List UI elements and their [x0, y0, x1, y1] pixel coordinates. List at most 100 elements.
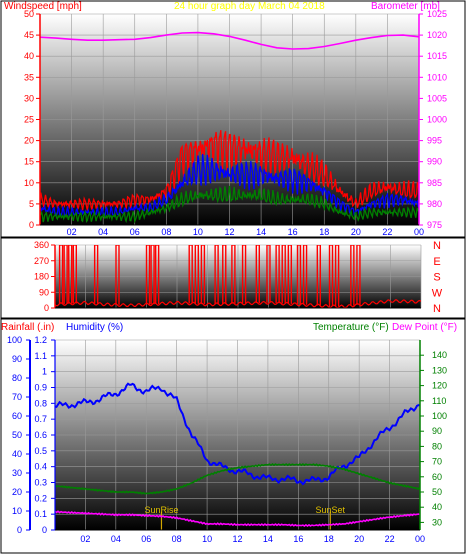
temp-tick-label: 50: [432, 487, 442, 497]
direction-tick-label: 360: [34, 240, 49, 250]
barometer-series-line: [40, 31, 419, 50]
compass-label: N: [433, 240, 441, 252]
rain-tick-label: 0.5: [34, 446, 47, 456]
barometer-tick-label: 1015: [427, 51, 447, 61]
barometer-tick-label: 980: [427, 199, 442, 209]
barometer-tick-label: 1020: [427, 30, 447, 40]
wind-series-line: [40, 130, 419, 211]
chart-title: 24 hour graph day March 04 2018: [174, 1, 325, 12]
windspeed-tick-label: 5: [29, 199, 34, 209]
x-tick-label: 00: [414, 227, 424, 237]
windspeed-tick-label: 15: [24, 157, 34, 167]
x-tick-label: 00: [415, 534, 425, 544]
humidity-axis-label: Humidity (%): [66, 322, 123, 333]
x-tick-label: 08: [172, 534, 182, 544]
humidity-tick-label: 50: [12, 430, 22, 440]
temp-tick-label: 60: [432, 472, 442, 482]
x-tick-label: 18: [319, 227, 329, 237]
rain-tick-label: 0.8: [34, 398, 47, 408]
barometer-tick-label: 985: [427, 178, 442, 188]
humidity-tick-label: 20: [12, 487, 22, 497]
x-tick-label: 10: [202, 534, 212, 544]
temperature-series-line: [55, 462, 420, 495]
temp-tick-label: 90: [432, 426, 442, 436]
x-tick-label: 22: [382, 227, 392, 237]
sun-marker-label: SunSet: [316, 505, 346, 515]
barometer-tick-label: 1005: [427, 93, 447, 103]
x-tick-label: 22: [385, 534, 395, 544]
sun-marker-label: SunRise: [144, 505, 178, 515]
compass-label: E: [433, 256, 440, 268]
windspeed-tick-label: 0: [29, 220, 34, 230]
direction-tick-label: 270: [34, 256, 49, 266]
direction-tick-label: 180: [34, 272, 49, 282]
barometer-tick-label: 1025: [427, 9, 447, 19]
humidity-tick-label: 80: [12, 373, 22, 383]
rain-tick-label: 0.4: [34, 462, 47, 472]
rain-tick-label: 1.1: [34, 351, 47, 361]
temp-tick-label: 40: [432, 502, 442, 512]
dewpoint-axis-label: Dew Point (°F): [392, 322, 457, 333]
x-tick-label: 16: [293, 534, 303, 544]
x-tick-label: 10: [193, 227, 203, 237]
x-tick-label: 06: [130, 227, 140, 237]
temp-tick-label: 130: [432, 365, 447, 375]
compass-label: N: [433, 303, 441, 315]
temp-tick-label: 110: [432, 396, 446, 406]
windspeed-axis-label: Windspeed [mph]: [4, 1, 82, 12]
barometer-tick-label: 990: [427, 157, 442, 167]
temp-tick-label: 70: [432, 457, 442, 467]
barometer-tick-label: 1010: [427, 72, 447, 82]
rain-tick-label: 1.2: [34, 335, 47, 345]
windspeed-tick-label: 25: [24, 115, 34, 125]
x-tick-label: 18: [324, 534, 334, 544]
humidity-tick-label: 70: [12, 392, 22, 402]
humidity-tick-label: 0: [17, 525, 22, 535]
rain-tick-label: 0.6: [34, 430, 47, 440]
direction-tick-label: 90: [39, 287, 49, 297]
windspeed-tick-label: 10: [24, 178, 34, 188]
rain-tick-label: 0.7: [34, 414, 47, 424]
windspeed-tick-label: 35: [24, 72, 34, 82]
rain-tick-label: 0: [42, 525, 47, 535]
temp-tick-label: 120: [432, 381, 447, 391]
temperature-axis-label: Temperature (°F): [313, 322, 389, 333]
compass-label: S: [433, 272, 440, 284]
x-tick-label: 14: [263, 534, 273, 544]
x-tick-label: 02: [67, 227, 77, 237]
x-tick-label: 16: [288, 227, 298, 237]
x-tick-label: 12: [224, 227, 234, 237]
rain-tick-label: 0.9: [34, 383, 47, 393]
rain-tick-label: 0.3: [34, 478, 47, 488]
humidity-tick-label: 60: [12, 411, 22, 421]
rain-tick-label: 1: [42, 367, 47, 377]
temp-tick-label: 100: [432, 411, 447, 421]
windspeed-tick-label: 45: [24, 30, 34, 40]
x-tick-label: 14: [256, 227, 266, 237]
temp-tick-label: 140: [432, 350, 447, 360]
humidity-tick-label: 90: [12, 354, 22, 364]
barometer-axis-label: Barometer [mb]: [371, 1, 440, 12]
x-tick-label: 06: [141, 534, 151, 544]
wind-series-line: [40, 185, 419, 224]
windspeed-tick-label: 20: [24, 136, 34, 146]
x-tick-label: 08: [161, 227, 171, 237]
compass-label: W: [432, 287, 443, 299]
humidity-series-line: [55, 382, 420, 486]
barometer-tick-label: 1000: [427, 115, 447, 125]
windspeed-tick-label: 30: [24, 93, 34, 103]
direction-tick-label: 0: [44, 303, 49, 313]
barometer-tick-label: 975: [427, 220, 442, 230]
windspeed-tick-label: 50: [24, 9, 34, 19]
humidity-tick-label: 40: [12, 449, 22, 459]
temp-tick-label: 80: [432, 441, 442, 451]
humidity-tick-label: 10: [12, 506, 22, 516]
x-tick-label: 20: [354, 534, 364, 544]
temp-tick-label: 30: [432, 517, 442, 527]
rain-tick-label: 0.1: [34, 509, 47, 519]
rainfall-axis-label: Rainfall (.in): [1, 322, 54, 333]
dewpoint-series-line: [55, 510, 420, 527]
x-tick-label: 12: [232, 534, 242, 544]
